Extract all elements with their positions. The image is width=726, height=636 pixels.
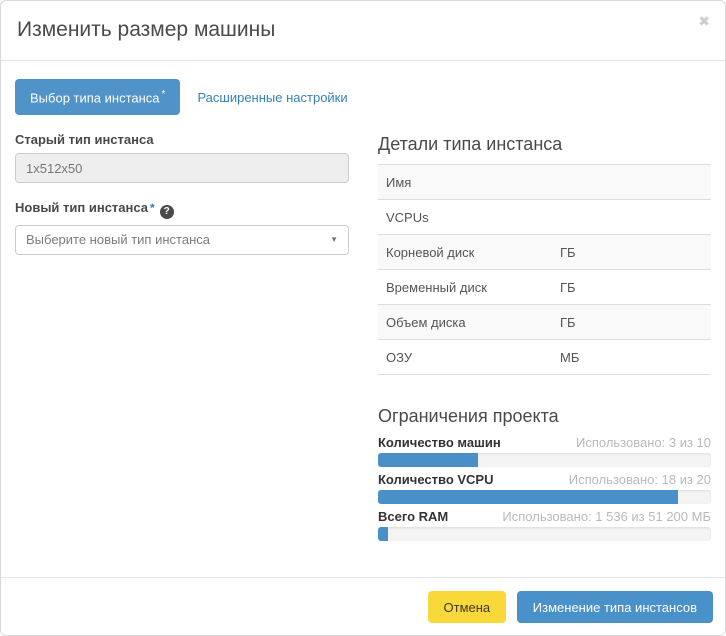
instance-type-details-table: Имя VCPUs Корневой диск ГБ Временный дис… (378, 164, 711, 376)
table-row: VCPUs (378, 199, 711, 235)
limits-heading: Ограничения проекта (378, 406, 559, 427)
select-placeholder: Выберите новый тип инстанса (26, 232, 210, 248)
dialog-body: Старый тип инстанса Новый тип инстанса*?… (1, 115, 725, 542)
resize-submit-button[interactable]: Изменение типа инстансов (516, 591, 713, 623)
detail-label: ОЗУ (386, 349, 413, 365)
table-row: Имя (378, 164, 711, 200)
cancel-button[interactable]: Отмена (427, 591, 507, 623)
progress-bar (378, 453, 711, 468)
new-type-label: Новый тип инстанса *? (15, 200, 349, 220)
tab-advanced-settings[interactable]: Расширенные настройки (197, 89, 348, 105)
detail-unit: ГБ (560, 314, 576, 330)
table-row: Временный диск ГБ (378, 269, 711, 305)
detail-unit: ГБ (560, 279, 576, 295)
detail-unit: ГБ (560, 244, 576, 260)
new-type-label-text: Новый тип инстанса (15, 200, 148, 216)
quota-usage: Использовано: 3 из 10 (576, 435, 711, 451)
quota-ram: Всего RAM Использовано: 1 536 из 51 200 … (378, 509, 711, 542)
required-asterisk: * (150, 201, 155, 216)
info-column: Детали типа инстанса Имя VCPUs Корневой … (378, 115, 711, 542)
quota-usage: Использовано: 1 536 из 51 200 МБ (502, 509, 711, 525)
detail-label: VCPUs (386, 209, 429, 225)
form-column: Старый тип инстанса Новый тип инстанса*?… (15, 115, 349, 541)
detail-label: Имя (386, 174, 412, 190)
progress-bar (378, 490, 711, 505)
detail-unit (552, 200, 711, 235)
dialog-header: Изменить размер машины ✖ (1, 1, 725, 61)
quota-label: Количество машин (378, 435, 501, 451)
quota-label: Всего RAM (378, 509, 449, 525)
table-row: Объем диска ГБ (378, 304, 711, 340)
old-type-input (15, 153, 349, 184)
detail-unit (552, 165, 711, 200)
tab-bar: Выбор типа инстанса * Расширенные настрой… (1, 61, 725, 116)
help-icon[interactable]: ? (159, 205, 174, 220)
new-instance-type-select[interactable]: Выберите новый тип инстанса ▼ (15, 225, 349, 256)
dialog-footer: Отмена Изменение типа инстансов (1, 577, 725, 635)
detail-label: Корневой диск (386, 244, 475, 260)
detail-unit: МБ (560, 349, 580, 365)
close-icon[interactable]: ✖ (698, 13, 710, 29)
old-type-label: Старый тип инстанса (15, 132, 154, 148)
quota-usage: Использовано: 18 из 20 (568, 472, 711, 488)
quota-vcpus: Количество VCPU Использовано: 18 из 20 (378, 472, 711, 505)
table-row: ОЗУ МБ (378, 339, 711, 375)
required-asterisk: * (161, 89, 166, 100)
progress-bar (378, 527, 711, 542)
chevron-down-icon: ▼ (330, 235, 338, 245)
quota-label: Количество VCPU (378, 472, 494, 488)
table-row: Корневой диск ГБ (378, 234, 711, 270)
progress-fill (378, 490, 678, 505)
dialog-title: Изменить размер машины (17, 18, 276, 41)
tab-instance-type-label: Выбор типа инстанса (30, 90, 160, 106)
quota-instances: Количество машин Использовано: 3 из 10 (378, 435, 711, 468)
details-heading: Детали типа инстанса (378, 134, 563, 155)
detail-label: Временный диск (386, 279, 487, 295)
progress-fill (378, 453, 478, 468)
progress-fill (378, 527, 388, 542)
detail-label: Объем диска (386, 314, 466, 330)
tab-instance-type[interactable]: Выбор типа инстанса * (15, 79, 181, 116)
